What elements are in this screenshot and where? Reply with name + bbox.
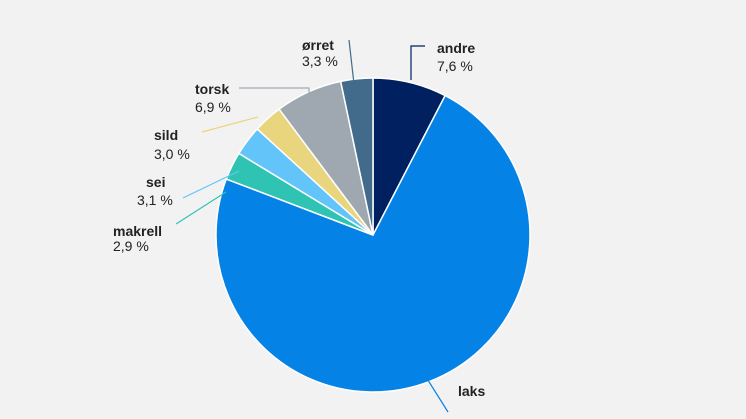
slice-label-sei: sei: [146, 174, 165, 190]
slice-value-andre: 7,6 %: [437, 58, 473, 74]
leader-line-andre: [410, 45, 425, 80]
slice-value-makrell: 2,9 %: [113, 238, 149, 254]
slice-value-sild: 3,0 %: [154, 146, 190, 162]
slice-value-sei: 3,1 %: [137, 192, 173, 208]
slice-label-laks: laks: [458, 383, 485, 399]
leader-line-sild: [201, 116, 259, 133]
leader-line-ørret: [348, 39, 355, 85]
slice-label-torsk: torsk: [195, 81, 229, 97]
leader-line-sei: [182, 170, 240, 199]
slice-label-makrell: makrell: [113, 223, 162, 239]
pie-slice-ørret: [339, 77, 374, 236]
slice-value-torsk: 6,9 %: [195, 99, 231, 115]
slice-label-ørret: ørret: [302, 37, 334, 53]
pie-slices: [215, 77, 531, 393]
slice-label-sild: sild: [154, 127, 178, 143]
leader-line-laks: [425, 376, 449, 413]
leader-lines: [175, 39, 449, 413]
leader-line-makrell: [175, 191, 227, 225]
leader-line-torsk: [239, 87, 310, 96]
slice-label-andre: andre: [437, 40, 475, 56]
slice-value-ørret: 3,3 %: [302, 53, 338, 69]
